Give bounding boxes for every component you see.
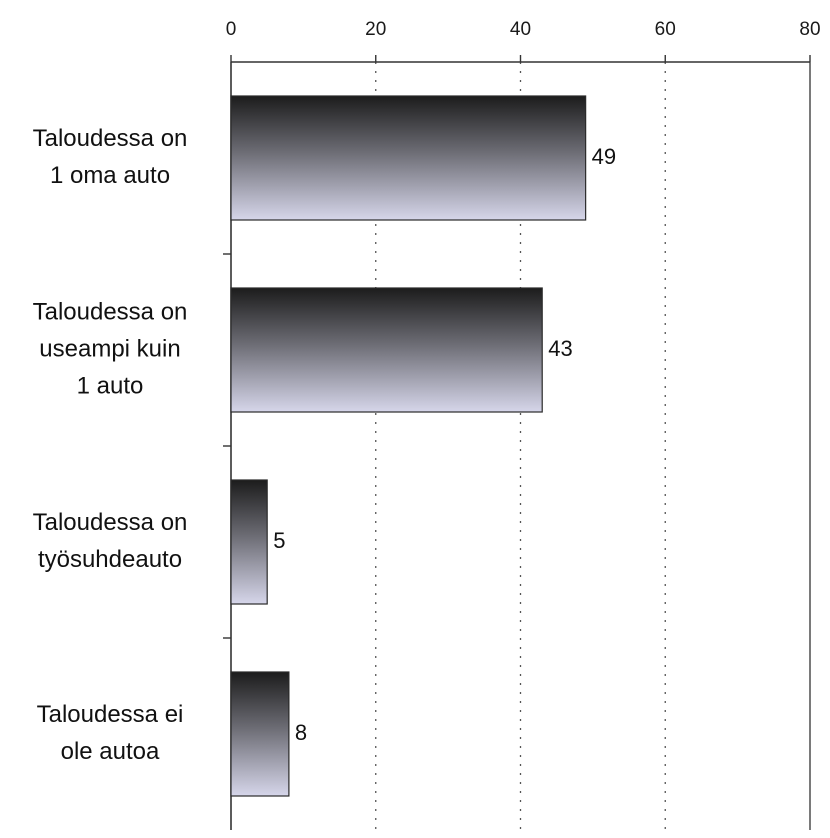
category-label-line: 1 auto bbox=[77, 372, 144, 399]
x-tick-label-0: 0 bbox=[226, 19, 237, 40]
category-label-line: Taloudessa ei bbox=[37, 701, 184, 728]
bar-2 bbox=[230, 287, 543, 413]
category-label-1: Taloudessa on 1 oma auto bbox=[33, 125, 188, 189]
bar-1 bbox=[230, 95, 587, 221]
category-label-line: useampi kuin bbox=[39, 335, 180, 362]
bars bbox=[230, 95, 587, 797]
x-tick-label-40: 40 bbox=[510, 19, 531, 40]
x-tick-label-60: 60 bbox=[655, 19, 676, 40]
data-label-2: 43 bbox=[548, 336, 572, 361]
x-tick-label-20: 20 bbox=[365, 19, 386, 40]
category-label-3: Taloudessa on työsuhdeauto bbox=[33, 509, 188, 573]
x-axis-ticks: 0 20 40 60 80 bbox=[226, 19, 821, 62]
data-label-1: 49 bbox=[592, 144, 616, 169]
data-label-3: 5 bbox=[273, 528, 285, 553]
category-label-line: 1 oma auto bbox=[50, 162, 170, 189]
category-labels: Taloudessa on 1 oma auto Taloudessa on usea… bbox=[33, 125, 188, 765]
category-label-line: ole autoa bbox=[61, 738, 160, 765]
data-labels: 49 43 5 8 bbox=[273, 144, 616, 745]
category-label-line: työsuhdeauto bbox=[38, 546, 182, 573]
category-label-line: Taloudessa on bbox=[33, 125, 188, 152]
category-label-line: Taloudessa on bbox=[33, 298, 188, 325]
category-label-2: Taloudessa on useampi kuin 1 auto bbox=[33, 298, 188, 399]
x-tick-label-80: 80 bbox=[799, 19, 820, 40]
bar-4 bbox=[230, 671, 290, 797]
category-label-line: Taloudessa on bbox=[33, 509, 188, 536]
data-label-4: 8 bbox=[295, 720, 307, 745]
category-label-4: Taloudessa ei ole autoa bbox=[37, 701, 184, 765]
bar-3 bbox=[230, 479, 268, 605]
